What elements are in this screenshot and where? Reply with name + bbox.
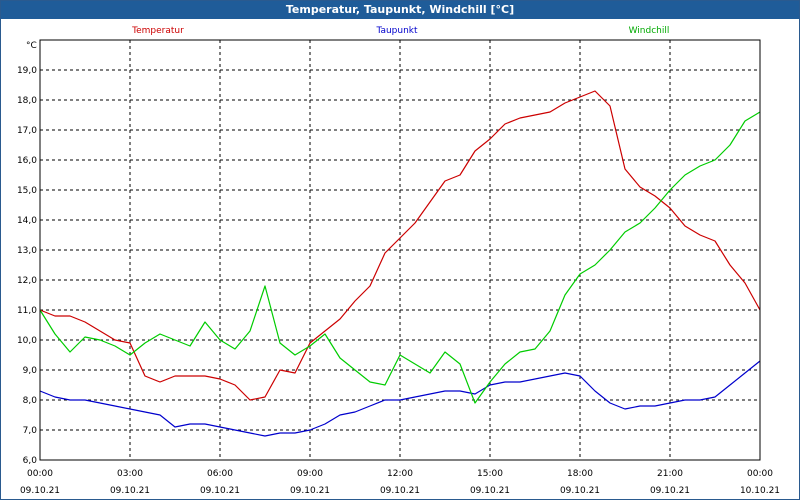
y-tick-label: 13,0 <box>17 246 37 256</box>
y-axis-unit: °C <box>26 41 37 51</box>
x-tick-time: 03:00 <box>117 469 143 479</box>
x-tick-date: 09.10.21 <box>470 486 510 496</box>
plot-frame <box>39 39 761 461</box>
x-tick-time: 15:00 <box>477 469 503 479</box>
x-tick-time: 00:00 <box>27 469 53 479</box>
x-tick-date: 09.10.21 <box>650 486 690 496</box>
y-tick-label: 14,0 <box>17 216 37 226</box>
legend-windchill: Windchill <box>629 26 670 36</box>
y-tick-label: 8,0 <box>23 396 38 406</box>
series-layer <box>39 90 761 437</box>
y-tick-label: 11,0 <box>17 306 37 316</box>
x-tick-date: 09.10.21 <box>200 486 240 496</box>
x-tick-time: 12:00 <box>387 469 413 479</box>
x-tick-date: 09.10.21 <box>290 486 330 496</box>
x-tick-date: 09.10.21 <box>20 486 60 496</box>
y-tick-label: 19,0 <box>17 66 37 76</box>
y-tick-label: 18,0 <box>17 96 37 106</box>
axes: 6,0 7,0 8,0 9,0 10,0 11,0 12,0 13,0 14,0 15,0 16,0… <box>17 39 780 496</box>
y-tick-label: 16,0 <box>17 156 37 166</box>
grid <box>40 40 760 460</box>
y-tick-label: 7,0 <box>23 426 38 436</box>
legend-temperatur: Temperatur <box>131 26 184 36</box>
y-tick-label: 6,0 <box>23 456 38 466</box>
x-tick-time: 06:00 <box>207 469 233 479</box>
y-tick-label: 9,0 <box>23 366 38 376</box>
x-tick-time: 09:00 <box>297 469 323 479</box>
x-tick-time: 21:00 <box>657 469 683 479</box>
chart-title: Temperatur, Taupunkt, Windchill [°C] <box>285 3 515 16</box>
series-line-windchill <box>39 111 761 404</box>
y-tick-label: 12,0 <box>17 276 37 286</box>
x-tick-date: 09.10.21 <box>380 486 420 496</box>
x-tick-date: 09.10.21 <box>560 486 600 496</box>
y-tick-label: 10,0 <box>17 336 37 346</box>
x-tick-date: 09.10.21 <box>110 486 150 496</box>
title-bar: Temperatur, Taupunkt, Windchill [°C] <box>1 1 799 19</box>
series-line-temperatur <box>39 90 761 401</box>
x-tick-date: 10.10.21 <box>740 486 780 496</box>
series-line-taupunkt <box>39 360 761 437</box>
x-tick-time: 18:00 <box>567 469 593 479</box>
legend-taupunkt: Taupunkt <box>375 26 418 36</box>
x-tick-time: 00:00 <box>747 469 773 479</box>
y-tick-label: 15,0 <box>17 186 37 196</box>
y-tick-label: 17,0 <box>17 126 37 136</box>
